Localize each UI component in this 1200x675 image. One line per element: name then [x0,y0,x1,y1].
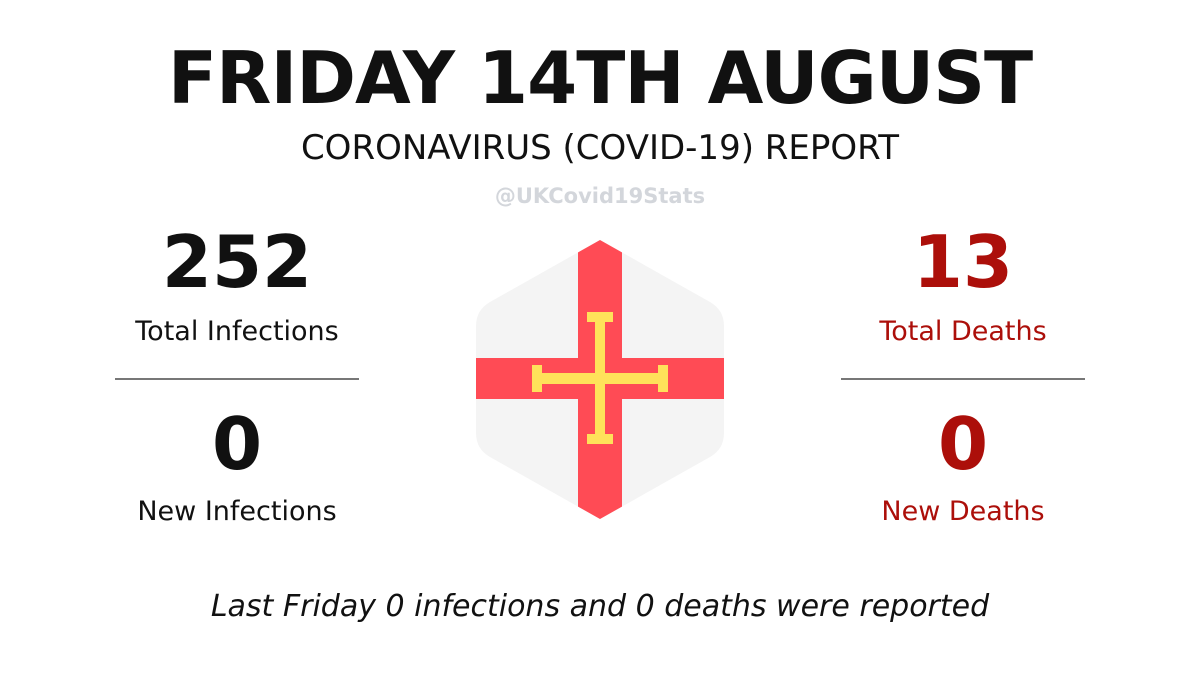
total-deaths-label: Total Deaths [879,316,1047,347]
comparison-note: Last Friday 0 infections and 0 deaths we… [210,589,990,624]
twitter-handle: @UKCovid19Stats [494,184,706,208]
new-infections-label: New Infections [137,496,337,527]
report-subtitle: CORONAVIRUS (COVID-19) REPORT [300,128,900,168]
new-deaths-label: New Deaths [881,496,1045,527]
infections-divider [115,378,359,380]
total-infections-value: 252 [161,220,313,304]
total-infections-label: Total Infections [135,316,339,347]
new-infections-value: 0 [211,402,263,486]
report-title: FRIDAY 14TH AUGUST [167,36,1033,120]
total-deaths-value: 13 [912,220,1014,304]
deaths-divider [841,378,1085,380]
new-deaths-value: 0 [937,402,989,486]
guernsey-flag-icon [476,240,724,519]
